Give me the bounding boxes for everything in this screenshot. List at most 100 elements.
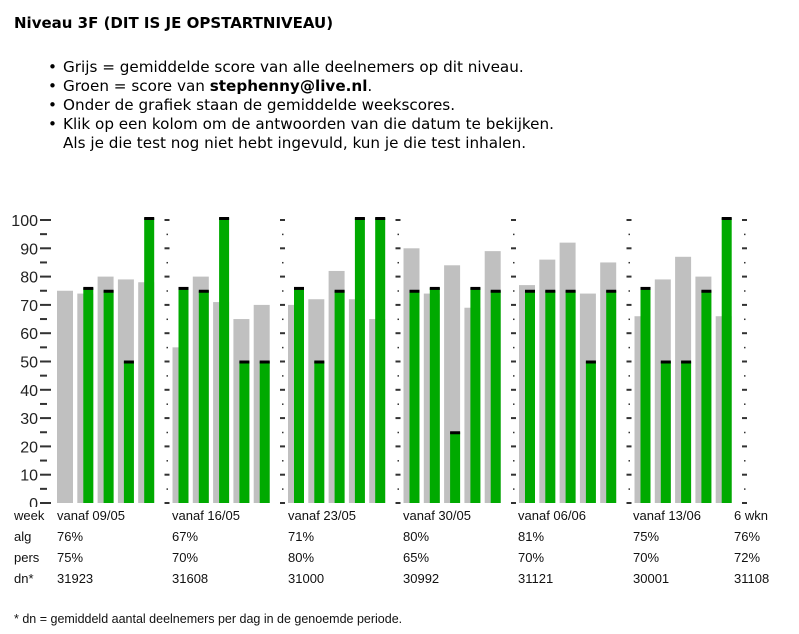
y-tick-mark xyxy=(40,289,47,292)
green-bar[interactable] xyxy=(219,218,230,503)
y-tick-mark xyxy=(40,459,47,462)
table-cell-alg: 67% xyxy=(172,529,199,544)
y-tick-mark xyxy=(40,219,51,221)
week-divider-mark xyxy=(395,445,401,448)
green-bar[interactable] xyxy=(585,361,596,504)
green-bar[interactable] xyxy=(314,361,325,504)
week-divider-mark xyxy=(164,303,170,306)
green-bar[interactable] xyxy=(354,218,365,503)
info-click-item: Klik op een kolom om de antwoorden van d… xyxy=(48,115,554,153)
week-divider-mark xyxy=(626,388,632,391)
green-bar[interactable] xyxy=(681,361,692,504)
green-bar[interactable] xyxy=(545,290,556,503)
week-divider-mark xyxy=(164,445,170,448)
green-bar[interactable] xyxy=(429,287,440,503)
table-cell-dn: 31121 xyxy=(518,571,554,586)
green-bar-cap xyxy=(545,289,556,293)
green-bar[interactable] xyxy=(294,287,304,503)
week-divider-mark xyxy=(742,445,747,448)
week-divider-mark xyxy=(395,360,401,363)
week-divider-dot xyxy=(282,318,284,321)
green-bar-cap xyxy=(83,286,94,290)
week-divider-mark xyxy=(280,360,285,363)
table-cell-alg: 81% xyxy=(518,529,545,544)
y-tick-mark xyxy=(40,487,47,490)
green-bar[interactable] xyxy=(334,290,345,503)
green-bar[interactable] xyxy=(375,218,386,503)
legend-green-user: stephenny@live.nl xyxy=(209,77,368,95)
week-divider-mark xyxy=(280,473,285,476)
table-cell-week: vanaf 09/05 xyxy=(57,508,125,523)
week-divider-mark xyxy=(626,417,632,420)
y-tick-mark xyxy=(40,402,47,405)
week-divider-dot xyxy=(397,318,399,321)
week-divider-mark xyxy=(164,219,170,221)
week-divider-dot xyxy=(397,403,399,405)
week-divider-mark xyxy=(742,360,747,363)
week-divider-dot xyxy=(166,488,168,490)
green-bar[interactable] xyxy=(239,361,250,504)
green-bar[interactable] xyxy=(198,290,209,503)
green-bar[interactable] xyxy=(144,218,155,503)
info-weekscores-text: Onder de grafiek staan de gemiddelde wee… xyxy=(63,96,456,114)
week-divider-dot xyxy=(628,488,630,490)
week-divider-dot xyxy=(628,261,630,264)
green-bar[interactable] xyxy=(640,287,651,503)
week-divider-dot xyxy=(744,375,746,377)
week-divider-mark xyxy=(742,502,747,504)
week-divider-dot xyxy=(513,488,515,490)
week-divider-mark xyxy=(280,247,285,250)
week-divider-dot xyxy=(282,403,284,405)
info-click-line2: Als je die test nog niet hebt ingevuld, … xyxy=(63,134,527,152)
y-tick-label: 50 xyxy=(20,355,38,372)
y-tick-mark xyxy=(40,303,51,306)
week-divider-mark xyxy=(626,303,632,306)
week-divider-mark xyxy=(511,332,516,335)
week-divider-dot xyxy=(282,488,284,490)
green-bar[interactable] xyxy=(83,287,94,503)
green-bar[interactable] xyxy=(606,290,617,503)
green-bar[interactable] xyxy=(123,361,134,504)
green-bar-cap xyxy=(681,360,692,364)
green-bar[interactable] xyxy=(660,361,671,504)
week-divider-dot xyxy=(166,290,168,292)
week-divider-mark xyxy=(626,360,632,363)
green-bar[interactable] xyxy=(565,290,576,503)
week-divider-dot xyxy=(513,233,515,236)
week-divider-dot xyxy=(282,346,284,349)
y-tick-mark xyxy=(40,502,51,504)
green-bar[interactable] xyxy=(470,287,481,503)
week-divider-dot xyxy=(513,375,515,377)
week-divider-dot xyxy=(397,460,399,462)
green-bar[interactable] xyxy=(409,290,420,503)
week-divider-mark xyxy=(164,247,170,250)
green-bar[interactable] xyxy=(259,361,270,504)
y-tick-mark xyxy=(40,445,51,448)
row-label-alg: alg xyxy=(14,529,32,544)
y-tick-mark xyxy=(40,431,47,434)
y-tick-label: 0 xyxy=(29,496,38,507)
green-bar[interactable] xyxy=(490,290,501,503)
week-divider-mark xyxy=(511,502,516,504)
week-divider-mark xyxy=(280,388,285,391)
table-cell-alg: 80% xyxy=(403,529,430,544)
y-tick-mark xyxy=(40,346,47,349)
green-bar[interactable] xyxy=(525,290,535,503)
green-bar[interactable] xyxy=(450,432,461,503)
gray-bar[interactable] xyxy=(57,290,73,503)
green-bar-cap xyxy=(606,289,617,293)
table-cell-dn: 31923 xyxy=(57,571,94,586)
green-bar[interactable] xyxy=(103,290,114,503)
week-divider-dot xyxy=(628,233,630,236)
y-tick-label: 30 xyxy=(20,411,38,428)
green-bar-cap xyxy=(429,286,440,290)
y-tick-label: 20 xyxy=(20,439,38,456)
green-bar[interactable] xyxy=(178,287,189,503)
green-bar[interactable] xyxy=(721,218,732,503)
green-bar[interactable] xyxy=(701,290,712,503)
table-cell-pers: 75% xyxy=(57,550,84,565)
week-divider-dot xyxy=(628,290,630,292)
green-bar-cap xyxy=(123,360,134,364)
week-divider-mark xyxy=(626,332,632,335)
week-divider-mark xyxy=(511,417,516,420)
